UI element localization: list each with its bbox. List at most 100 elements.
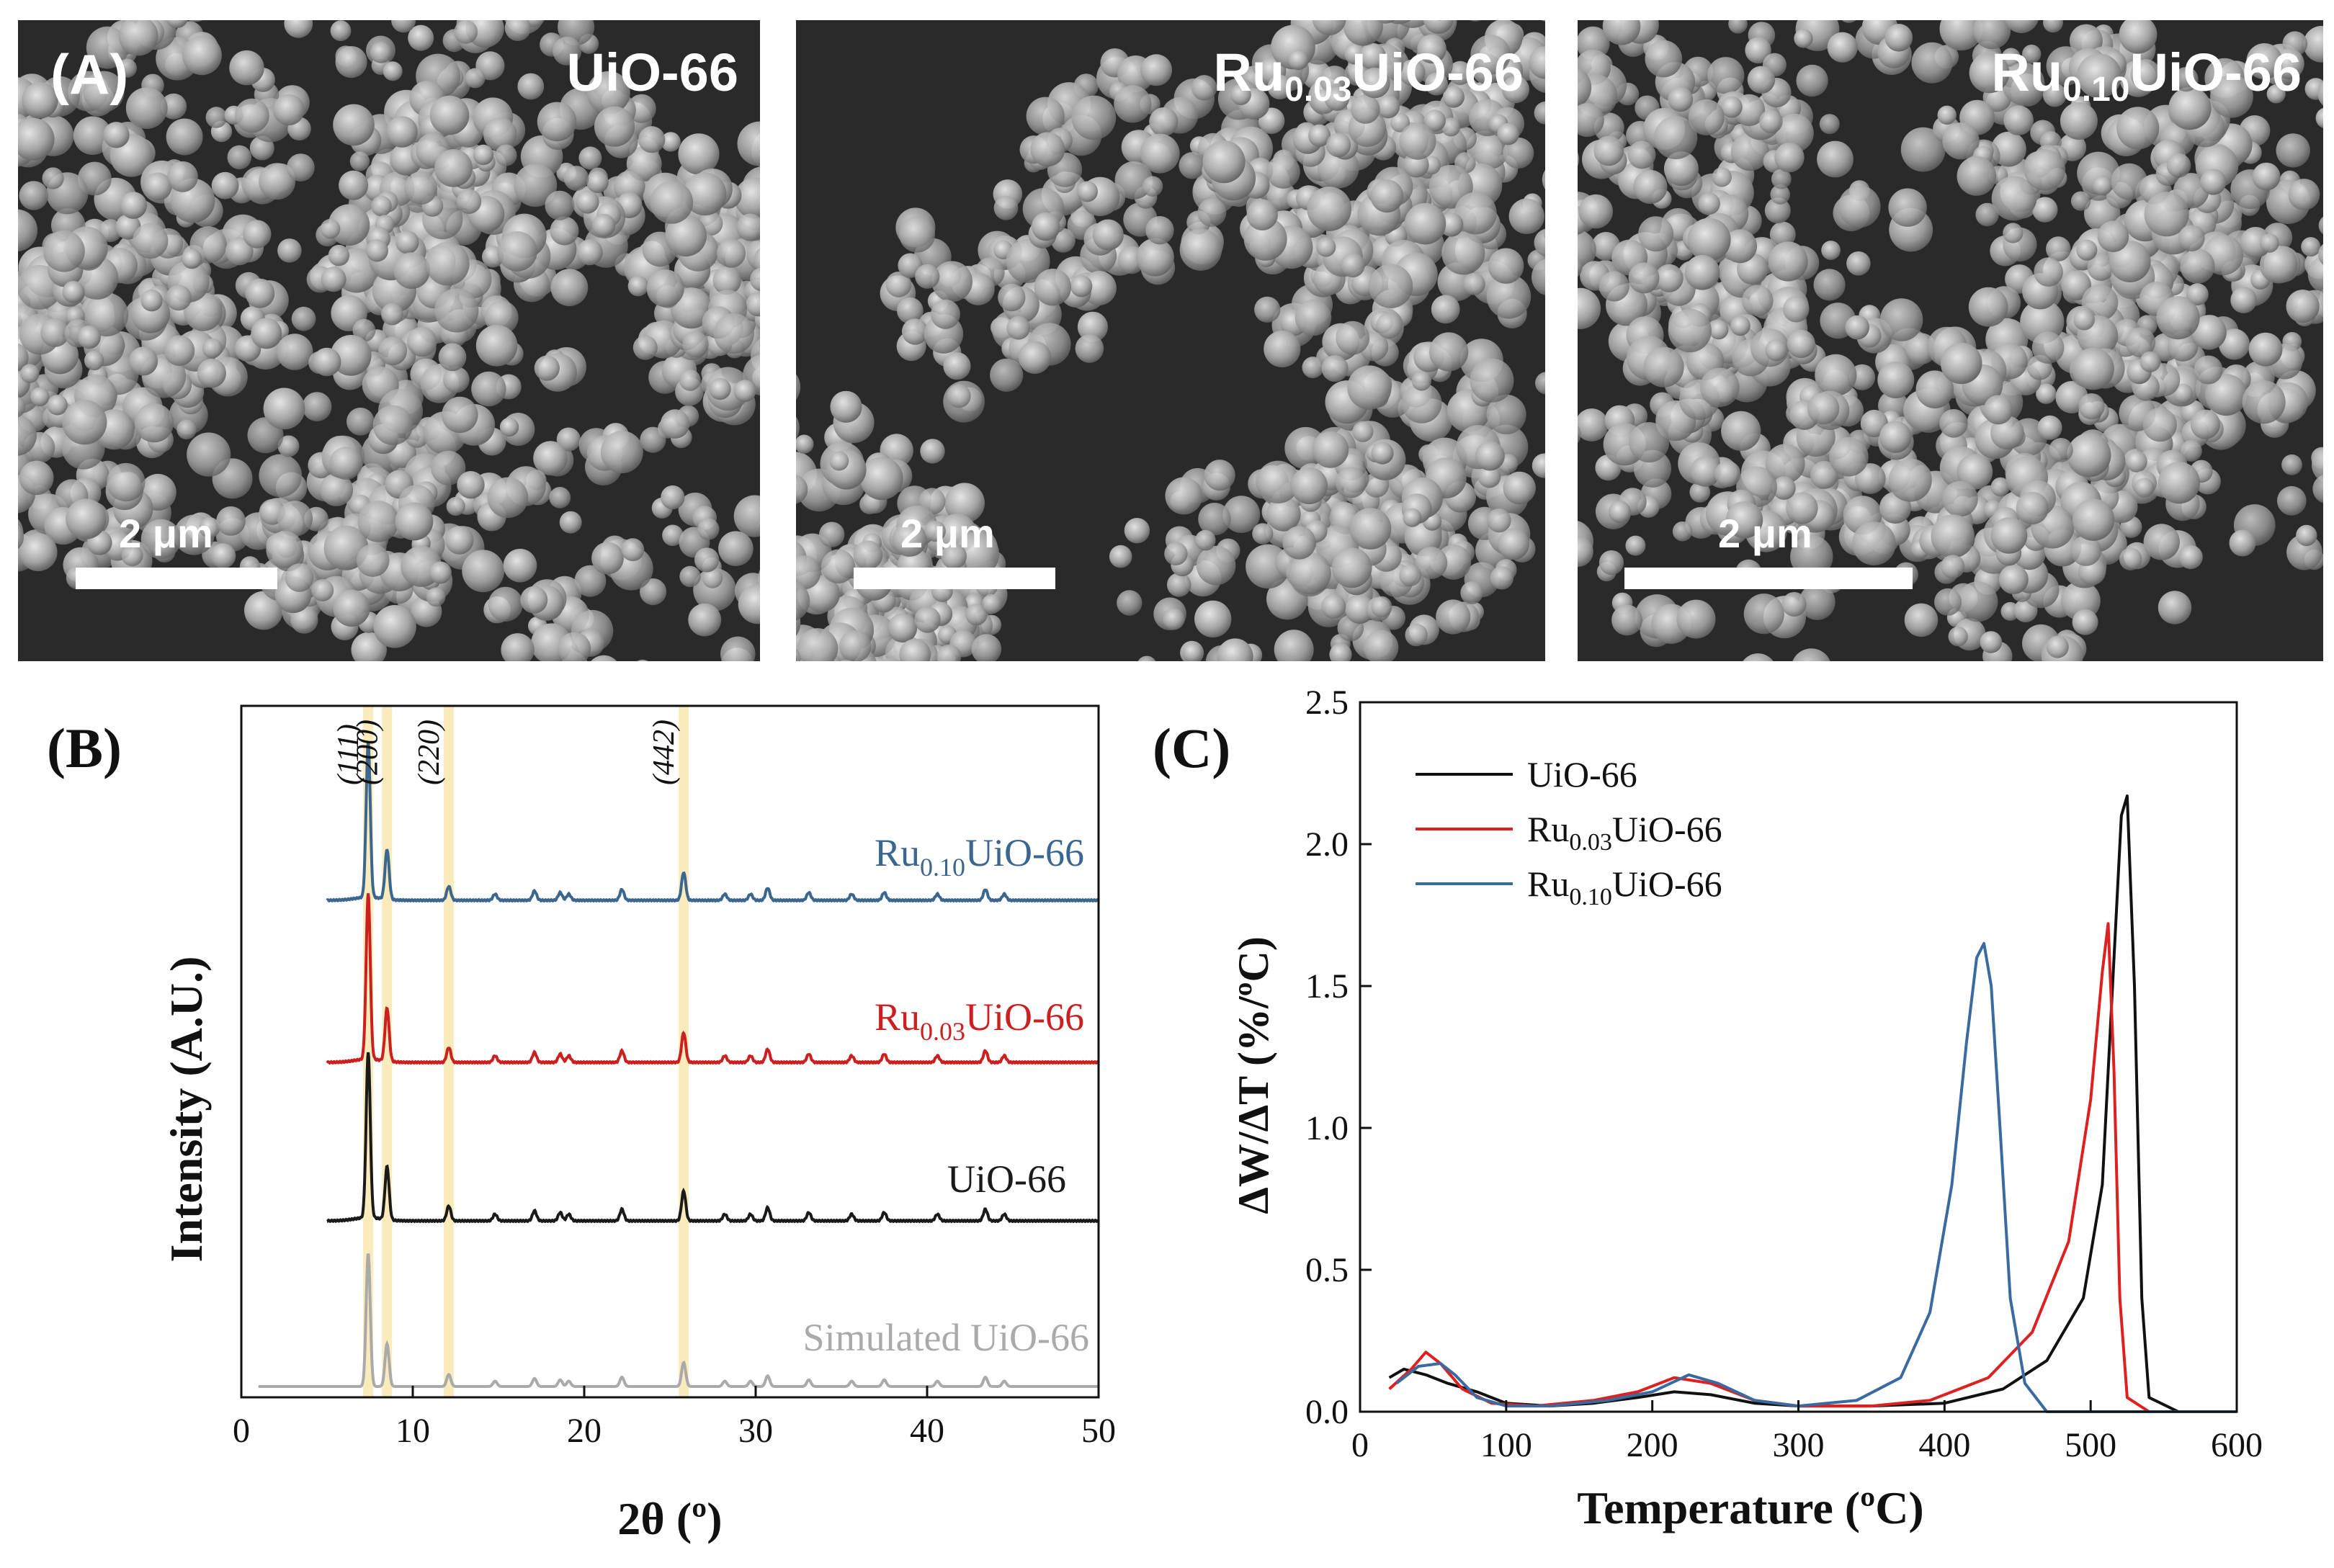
sem-particle [1335, 467, 1367, 498]
sem-particle [176, 419, 197, 440]
sem-particle [947, 384, 971, 408]
sem-particle [738, 584, 760, 624]
sem-particle [1448, 61, 1472, 85]
dtg-series-line [1388, 922, 2237, 1413]
sem-particle [600, 431, 643, 474]
x-tick-label: 200 [1627, 1426, 1678, 1464]
sem-particle [694, 547, 720, 573]
sem-particle [1092, 219, 1124, 251]
sem-particle [591, 655, 617, 661]
sem-particle [1654, 115, 1698, 160]
sem-particle [2002, 62, 2045, 105]
sem-particle [1998, 565, 2029, 594]
sem-particle [1663, 151, 1699, 187]
sem-particle [429, 561, 452, 584]
sem-particle [1578, 287, 1601, 329]
sem-particle [2318, 243, 2323, 265]
sem-particle [495, 144, 517, 166]
series-label: UiO-66 [947, 1157, 1066, 1201]
sem-particle [2078, 393, 2105, 420]
sem-particle [2060, 102, 2098, 140]
sem-particle [84, 350, 104, 371]
legend: UiO-66 Ru0.03UiO-66 Ru0.10UiO-66 [1416, 754, 1722, 910]
sem-particle [266, 531, 304, 568]
sem-particle [1165, 477, 1203, 515]
sem-particle [796, 416, 800, 439]
sem-particle [650, 181, 694, 224]
sem-particle [550, 269, 589, 307]
sem-particle [1136, 238, 1174, 277]
sem-particle [712, 266, 741, 295]
sem-particle [2248, 332, 2283, 367]
sem-particle [1486, 274, 1532, 319]
sem-particle [936, 644, 962, 661]
sem-particle [576, 190, 599, 214]
sem-particle [2191, 315, 2227, 350]
sem-particle [2070, 535, 2101, 566]
sem-particle [943, 352, 971, 380]
sem-particle [18, 396, 26, 418]
sem-particle [1191, 75, 1217, 101]
sem-particle [1743, 593, 1784, 635]
sem-particle [1222, 496, 1261, 533]
sem-particle [462, 550, 505, 593]
sem-particle [2072, 347, 2114, 390]
sem-particle [1071, 95, 1117, 140]
y-tick-label: 0.5 [1305, 1251, 1349, 1289]
sem-particle [697, 518, 720, 540]
sem-particle [1331, 547, 1372, 588]
sem-particle [1359, 42, 1386, 70]
sem-particle [2109, 241, 2151, 282]
sem-particle [18, 209, 38, 252]
sem-particle [1969, 53, 2010, 94]
sem-particle [718, 531, 754, 566]
sem-particle [120, 192, 147, 219]
sem-particle [1179, 228, 1222, 271]
sem-particle [1204, 460, 1235, 491]
sem-particle [901, 318, 929, 345]
sem-particle [140, 290, 163, 312]
x-tick-label: 400 [1918, 1426, 1970, 1464]
sem-particle [537, 102, 577, 142]
sem-particle [372, 405, 413, 445]
sem-particle [1454, 192, 1497, 235]
sem-texture [1578, 20, 2323, 661]
sem-particle [276, 333, 313, 370]
sem-particle [1497, 122, 1519, 145]
sem-particle [1290, 467, 1328, 505]
sem-particle [19, 533, 58, 571]
sem-particle [83, 71, 125, 112]
x-tick-label: 30 [738, 1412, 773, 1450]
sem-particle [84, 292, 129, 337]
sem-particle [1609, 501, 1631, 524]
sem-image-ru010-uio66: Ru0.10UiO-66 2 μm [1578, 20, 2323, 661]
sem-particle [2230, 287, 2257, 314]
sem-particle [1815, 354, 1857, 396]
sem-particle [2140, 351, 2161, 372]
sem-particle [2210, 74, 2253, 118]
panel-c-letter: (C) [1153, 717, 1230, 779]
sem-particle [210, 543, 236, 569]
sem-particle [1688, 99, 1725, 135]
sem-particle [1599, 271, 1629, 302]
sem-particle [1942, 122, 1980, 160]
sem-particle [30, 387, 50, 407]
sem-particle [2173, 383, 2194, 404]
sem-particle [621, 538, 645, 562]
sem-particle [504, 20, 532, 41]
sem-particle [1578, 229, 1596, 271]
sem-particle [1948, 627, 1968, 647]
sem-particle [2276, 133, 2310, 168]
sem-particle [1578, 68, 1592, 107]
sem-particle [2037, 415, 2062, 440]
sem-particle [1629, 422, 1670, 463]
sem-particle [1288, 552, 1331, 595]
sem-particle [2317, 81, 2323, 106]
sem-particle [2143, 524, 2180, 560]
sem-particle [2001, 48, 2021, 67]
xrd-series-labels: Simulated UiO-66 UiO-66 Ru0.03UiO-66 Ru0.10… [803, 831, 1089, 1359]
legend-label: Ru0.03UiO-66 [1527, 809, 1722, 856]
sem-particle [713, 313, 754, 354]
sem-particle [1772, 476, 1796, 500]
sem-particle [499, 417, 519, 437]
